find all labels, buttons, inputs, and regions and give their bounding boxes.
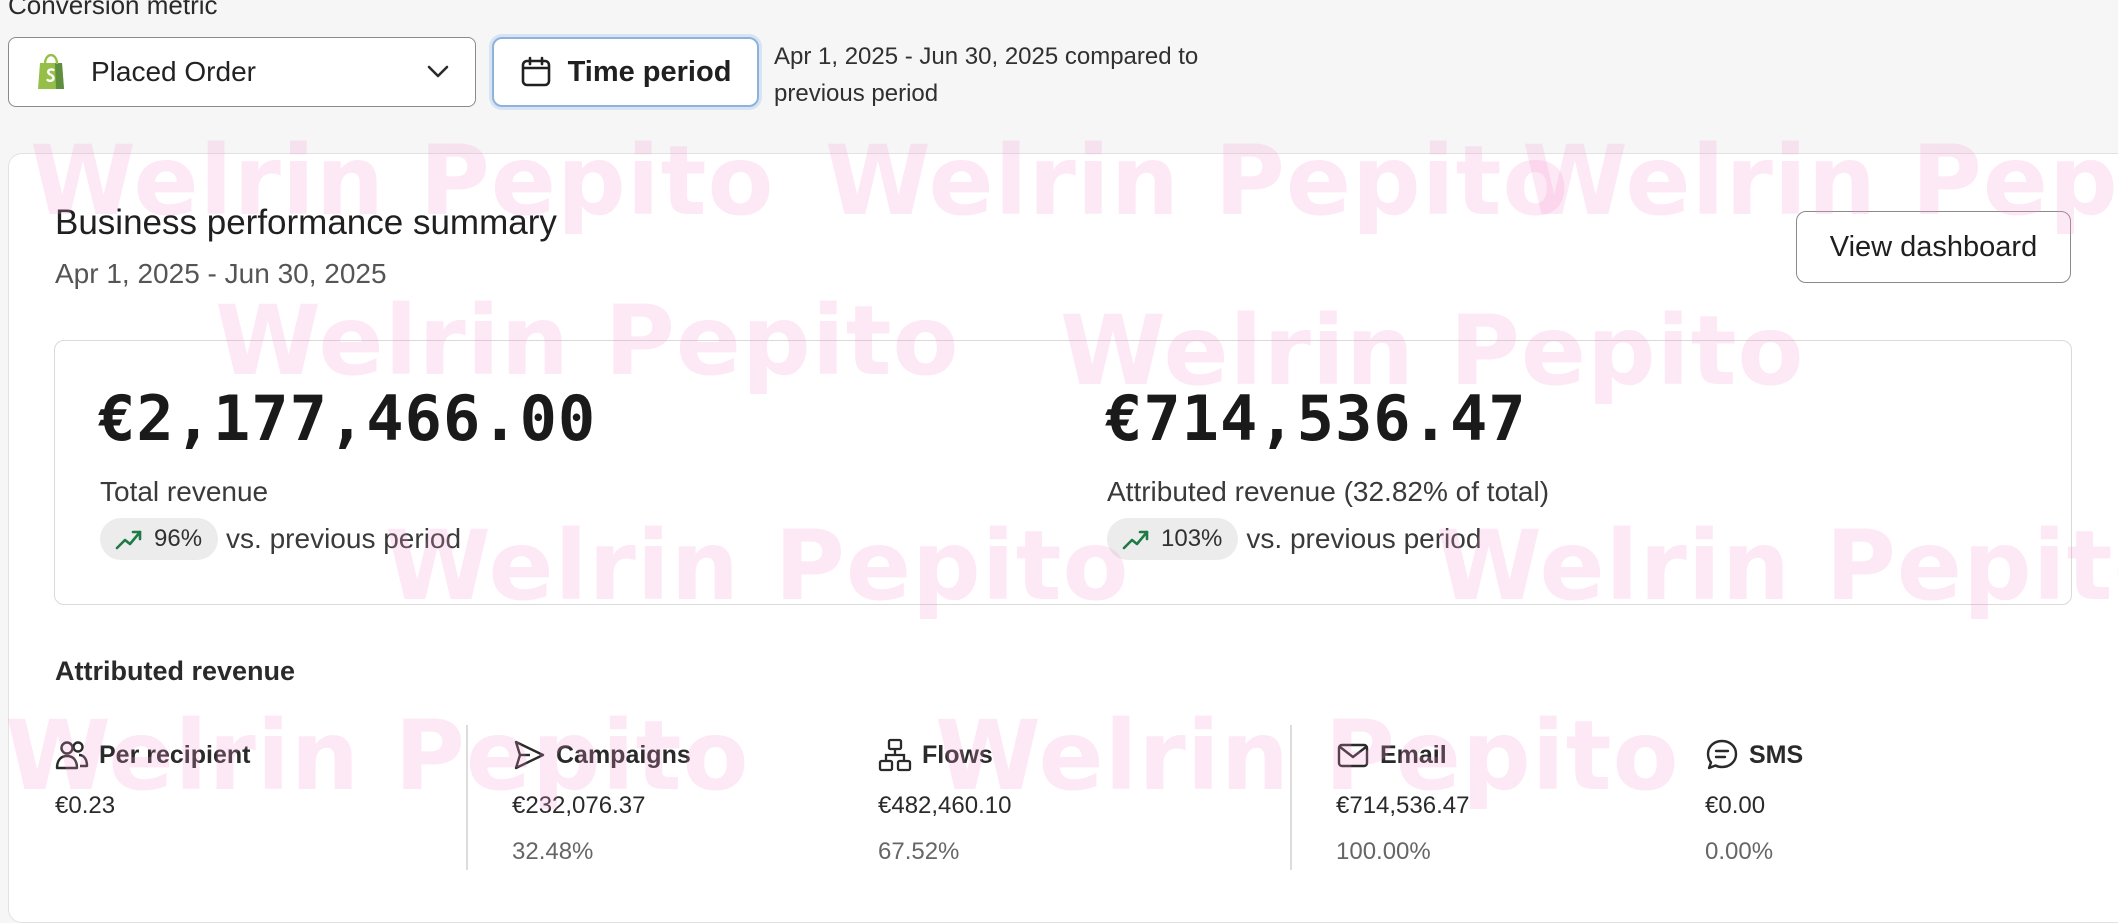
stat-campaigns: Campaigns €232,076.37 32.48%	[512, 738, 691, 866]
stat-percent: 100.00%	[1336, 838, 1431, 865]
trend-value: 103%	[1161, 525, 1223, 552]
sms-icon	[1706, 739, 1738, 770]
people-icon	[55, 741, 89, 770]
business-performance-card	[8, 153, 2118, 923]
stat-value: €0.23	[55, 792, 116, 819]
total-revenue-label: Total revenue	[100, 476, 269, 507]
stat-divider	[466, 725, 468, 870]
card-date-range: Apr 1, 2025 - Jun 30, 2025	[55, 258, 387, 289]
stat-per-recipient: Per recipient €0.23	[55, 738, 250, 820]
card-title: Business performance summary	[55, 203, 557, 242]
attributed-revenue-heading: Attributed revenue	[55, 656, 296, 686]
stat-value: €482,460.10	[878, 792, 1012, 819]
revenue-summary-box	[54, 340, 2072, 605]
trend-badge: 103%	[1107, 518, 1239, 560]
comparison-text: vs. previous period	[226, 523, 462, 554]
trend-up-icon	[115, 530, 142, 550]
conversion-metric-select[interactable]: Placed Order	[8, 37, 476, 107]
chevron-down-icon	[427, 65, 449, 78]
stat-flows: Flows €482,460.10 67.52%	[878, 738, 1011, 866]
period-comparison-text: Apr 1, 2025 - Jun 30, 2025 compared to p…	[774, 43, 1199, 107]
conversion-metric-label: Conversion metric	[8, 0, 218, 20]
stat-name: Flows	[922, 740, 993, 769]
stat-divider	[1290, 725, 1292, 870]
time-period-button[interactable]: Time period	[492, 37, 759, 107]
attributed-revenue-label: Attributed revenue (32.82% of total)	[1107, 476, 1550, 507]
total-revenue-trend: 96% vs. previous period	[100, 518, 461, 560]
stat-percent: 32.48%	[512, 838, 594, 865]
flow-icon	[878, 738, 912, 772]
stat-value: €232,076.37	[512, 792, 646, 819]
stat-value: €714,536.47	[1336, 792, 1470, 819]
stat-value: €0.00	[1705, 792, 1766, 819]
stat-name: Per recipient	[99, 740, 251, 769]
send-icon	[514, 740, 545, 770]
shopify-bag-icon	[38, 54, 64, 89]
total-revenue-value: €2,177,466.00	[98, 382, 597, 455]
stat-sms: SMS €0.00 0.00%	[1705, 738, 1803, 866]
stat-name: Campaigns	[556, 740, 691, 769]
mail-icon	[1337, 743, 1369, 768]
trend-badge: 96%	[100, 518, 219, 560]
conversion-metric-value: Placed Order	[91, 56, 256, 87]
trend-value: 96%	[154, 525, 203, 552]
calendar-icon	[521, 56, 550, 87]
stat-name: SMS	[1749, 740, 1804, 769]
trend-up-icon	[1122, 530, 1149, 550]
stat-name: Email	[1380, 740, 1447, 769]
time-period-label: Time period	[567, 55, 732, 88]
view-dashboard-button[interactable]: View dashboard	[1796, 211, 2071, 283]
attributed-revenue-trend: 103% vs. previous period	[1107, 518, 1481, 560]
stat-email: Email €714,536.47 100.00%	[1336, 738, 1469, 866]
comparison-text: vs. previous period	[1246, 523, 1482, 554]
stat-percent: 67.52%	[878, 838, 960, 865]
attributed-revenue-value: €714,536.47	[1105, 382, 1527, 455]
stat-percent: 0.00%	[1705, 838, 1774, 865]
